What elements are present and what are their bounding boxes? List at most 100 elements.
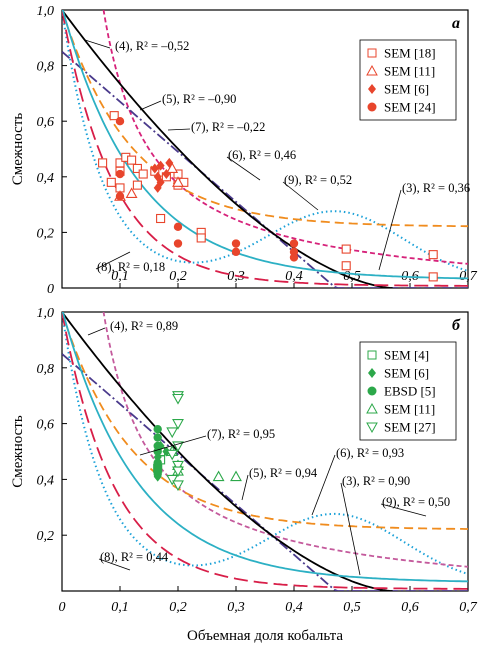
data-point bbox=[153, 433, 162, 442]
data-point bbox=[341, 244, 351, 254]
curve-annotation: (6), R² = 0,46 bbox=[228, 148, 296, 162]
data-point bbox=[172, 393, 184, 405]
y-axis-title: Смежность bbox=[10, 415, 26, 488]
curve-annotation: (5), R² = 0,94 bbox=[249, 466, 318, 480]
data-point bbox=[166, 427, 179, 439]
data-point bbox=[166, 449, 179, 461]
curve-annotation: (7), R² = –0,22 bbox=[191, 120, 265, 134]
y-tick-label: 0,8 bbox=[37, 362, 55, 377]
plot-frame bbox=[61, 311, 469, 592]
legend-marker bbox=[366, 64, 378, 76]
curve-annotation: (5), R² = –0,90 bbox=[162, 92, 236, 106]
data-point bbox=[196, 233, 206, 243]
chart-panel-b: 0 0,1 0,2 0,3 0,4 0,5 0,6 0,7 0,2 0,4 0,6 0,8 1,0 Сме… bbox=[10, 306, 478, 615]
annotation-leader bbox=[380, 503, 427, 517]
fit-curve-3 bbox=[62, 312, 468, 575]
data-point bbox=[172, 419, 184, 430]
y-tick-label: 0 bbox=[47, 282, 54, 297]
curve-annotation: (9), R² = 0,52 bbox=[284, 173, 352, 187]
data-point bbox=[341, 261, 351, 271]
data-point bbox=[173, 222, 183, 232]
data-point bbox=[153, 447, 162, 456]
data-point bbox=[132, 180, 142, 190]
curve-annotation: (9), R² = 0,50 bbox=[382, 495, 450, 509]
annotation-leader bbox=[167, 128, 191, 131]
x-tick-label: 0,7 bbox=[459, 269, 478, 284]
legend-label: SEM [18] bbox=[384, 46, 436, 61]
data-point bbox=[109, 111, 119, 121]
y-tick-label: 0,6 bbox=[37, 418, 55, 433]
data-point bbox=[289, 239, 299, 248]
legend-label: EBSD [5] bbox=[384, 384, 436, 399]
x-tick-label: 0,2 bbox=[169, 269, 187, 284]
curve-annotation: (4), R² = –0,52 bbox=[115, 39, 189, 53]
panel-label: б bbox=[452, 317, 461, 334]
x-tick-label: 0,4 bbox=[285, 600, 303, 615]
x-tick-label: 0,5 bbox=[343, 600, 361, 615]
legend-label: SEM [11] bbox=[384, 64, 435, 79]
data-point bbox=[173, 239, 183, 248]
data-point bbox=[156, 213, 166, 224]
legend-label: SEM [6] bbox=[384, 366, 429, 381]
x-tick-label: 0,1 bbox=[111, 600, 129, 615]
fit-curve-6 bbox=[62, 312, 468, 530]
fit-curve-9 bbox=[62, 312, 468, 583]
data-point bbox=[231, 247, 241, 257]
legend-label: SEM [4] bbox=[384, 348, 429, 363]
data-point bbox=[153, 424, 162, 434]
curve-annotation: (8), R² = 0,18 bbox=[97, 260, 165, 274]
curve-annotation: (8), R² = 0,44 bbox=[100, 550, 169, 564]
data-point bbox=[98, 158, 108, 168]
data-point bbox=[166, 162, 179, 174]
y-tick-label: 0,4 bbox=[37, 473, 55, 488]
data-point bbox=[153, 469, 162, 479]
data-point bbox=[132, 163, 142, 174]
annotation-leader bbox=[282, 181, 319, 211]
legend-marker bbox=[367, 48, 377, 58]
legend-marker bbox=[366, 422, 378, 434]
y-tick-label: 1,0 bbox=[37, 306, 55, 321]
curve-annotation: (6), R² = 0,93 bbox=[336, 446, 404, 460]
x-tick-label: 0,4 bbox=[285, 269, 303, 284]
curve-annotation: (7), R² = 0,95 bbox=[207, 427, 275, 441]
data-point bbox=[231, 239, 241, 248]
data-point bbox=[172, 480, 184, 492]
legend-label: SEM [27] bbox=[384, 420, 436, 435]
curve-annotation: (3), R² = 0,90 bbox=[342, 474, 410, 488]
annotation-leader bbox=[226, 156, 261, 181]
data-point bbox=[172, 176, 184, 187]
annotation-leader bbox=[139, 435, 207, 456]
legend-marker bbox=[366, 402, 378, 414]
fit-curve-9 bbox=[62, 10, 468, 280]
annotation-leader bbox=[98, 558, 131, 571]
annotation-leader bbox=[311, 454, 336, 516]
data-point bbox=[127, 155, 137, 165]
legend-label: SEM [11] bbox=[384, 402, 435, 417]
data-point bbox=[289, 253, 299, 262]
data-point bbox=[172, 441, 184, 453]
legend-marker bbox=[367, 102, 377, 112]
fit-curve-3 bbox=[62, 10, 468, 273]
annotation-leader bbox=[241, 474, 249, 501]
y-tick-label: 0,2 bbox=[37, 529, 55, 544]
chart-panel-a: 0,1 0,2 0,3 0,4 0,5 0,6 0,700,20,40,60,81,0Сме… bbox=[10, 4, 478, 297]
data-point bbox=[162, 169, 171, 180]
curve-annotation: (3), R² = 0,36 bbox=[402, 181, 470, 195]
x-axis-title: Объемная доля кобальта bbox=[187, 628, 343, 644]
data-point bbox=[165, 157, 174, 168]
y-tick-label: 0,8 bbox=[37, 60, 55, 75]
x-tick-label: 0,7 bbox=[459, 600, 478, 615]
data-point bbox=[428, 272, 438, 282]
data-point bbox=[115, 192, 125, 201]
legend-marker bbox=[367, 386, 377, 396]
data-point bbox=[212, 470, 225, 482]
fit-curve-4 bbox=[102, 312, 468, 568]
y-tick-label: 0,6 bbox=[37, 115, 55, 130]
legend-marker bbox=[368, 84, 376, 94]
plot-frame bbox=[61, 9, 469, 289]
annotation-leader bbox=[340, 482, 361, 576]
curve-annotation: (4), R² = 0,89 bbox=[110, 319, 178, 333]
legend-label: SEM [6] bbox=[384, 82, 429, 97]
legend-label: SEM [24] bbox=[384, 100, 436, 115]
